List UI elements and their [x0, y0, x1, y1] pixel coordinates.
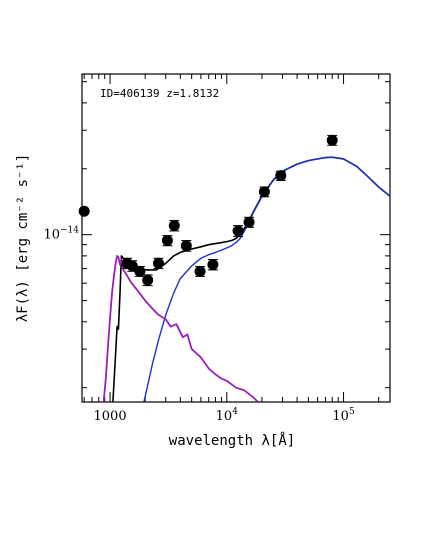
axis-ticks [82, 74, 390, 402]
data-point [180, 240, 192, 252]
data-point [207, 259, 219, 271]
data-point [168, 220, 180, 232]
data-point [153, 257, 165, 269]
data-point [275, 170, 287, 182]
data-point [142, 274, 154, 286]
data-point [258, 186, 270, 198]
model-curve-2 [143, 156, 390, 402]
data-point [161, 235, 173, 247]
x-tick-label: 105 [332, 407, 355, 424]
photometry-points [78, 134, 338, 287]
object-annotation: ID=406139 z=1.8132 [100, 87, 219, 100]
model-curve-3 [102, 254, 259, 402]
data-point [232, 225, 244, 237]
data-point [126, 260, 138, 272]
y-axis-label: λF(λ) [erg cm⁻² s⁻¹] [15, 154, 31, 323]
data-point [326, 134, 338, 146]
x-axis-label: wavelength λ[Å] [169, 432, 295, 449]
y-tick-label: 10−14 [43, 226, 79, 243]
data-point [78, 205, 90, 217]
model-curve-1 [112, 156, 390, 402]
x-tick-label: 104 [216, 407, 239, 424]
data-point [194, 265, 206, 277]
plot-frame [81, 73, 391, 403]
x-tick-label: 1000 [94, 409, 127, 424]
data-point [243, 216, 255, 228]
data-point [134, 265, 146, 277]
tick-labels: 1000 104 105 10−14 [43, 226, 354, 424]
